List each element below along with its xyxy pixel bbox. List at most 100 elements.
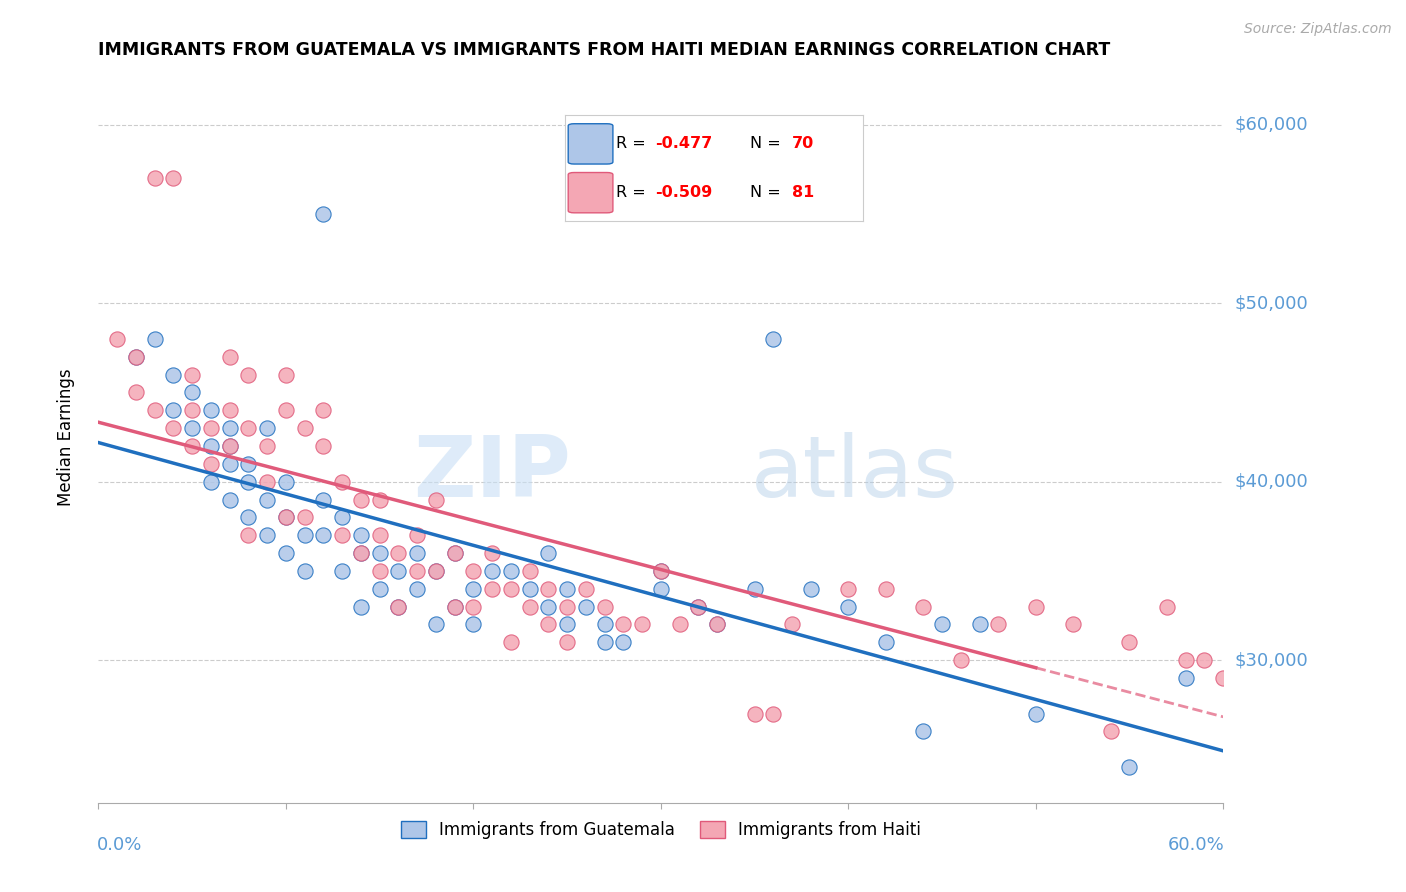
Point [481, 546, 503, 560]
Point [387, 599, 409, 614]
Point [1250, 635, 1272, 649]
Point [387, 564, 409, 578]
Point [162, 171, 184, 186]
Point [125, 350, 148, 364]
Point [800, 582, 823, 596]
Point [294, 528, 316, 542]
Point [238, 528, 260, 542]
Point [481, 564, 503, 578]
Point [425, 564, 447, 578]
Point [105, 332, 128, 346]
Point [425, 617, 447, 632]
Point [125, 385, 148, 400]
Point [181, 385, 204, 400]
Point [762, 332, 785, 346]
Point [200, 475, 222, 489]
Point [312, 403, 335, 417]
Point [256, 492, 278, 507]
Point [162, 368, 184, 382]
Point [218, 439, 240, 453]
Point [368, 564, 391, 578]
Point [949, 653, 972, 667]
Point [519, 564, 541, 578]
Point [181, 403, 204, 417]
Point [181, 421, 204, 435]
Point [443, 599, 465, 614]
Point [650, 564, 672, 578]
Y-axis label: Median Earnings: Median Earnings [56, 368, 75, 506]
Point [238, 368, 260, 382]
Point [181, 368, 204, 382]
Point [312, 207, 335, 221]
Point [218, 403, 240, 417]
Point [688, 599, 710, 614]
Point [875, 582, 897, 596]
Point [744, 582, 766, 596]
Point [256, 421, 278, 435]
Point [1025, 599, 1047, 614]
Point [1212, 671, 1234, 685]
Point [612, 635, 634, 649]
Point [555, 599, 578, 614]
Point [1194, 653, 1216, 667]
Text: $50,000: $50,000 [1234, 294, 1308, 312]
Point [519, 599, 541, 614]
Point [931, 617, 953, 632]
Point [181, 439, 204, 453]
Point [650, 582, 672, 596]
Point [631, 617, 654, 632]
Text: $40,000: $40,000 [1234, 473, 1308, 491]
Point [1156, 599, 1178, 614]
Point [499, 635, 522, 649]
Point [1118, 760, 1140, 774]
Text: $60,000: $60,000 [1234, 116, 1308, 134]
Point [1062, 617, 1084, 632]
Point [218, 492, 240, 507]
Point [350, 546, 373, 560]
Point [706, 617, 728, 632]
Point [274, 510, 297, 524]
Point [706, 617, 728, 632]
Point [294, 421, 316, 435]
Point [330, 564, 353, 578]
Point [200, 403, 222, 417]
Point [125, 350, 148, 364]
Point [350, 599, 373, 614]
Point [593, 617, 616, 632]
Point [200, 421, 222, 435]
Point [162, 421, 184, 435]
Point [593, 599, 616, 614]
Point [987, 617, 1010, 632]
Point [238, 421, 260, 435]
Point [256, 439, 278, 453]
Point [668, 617, 690, 632]
Point [1230, 617, 1253, 632]
Point [537, 599, 560, 614]
Point [368, 492, 391, 507]
Text: Source: ZipAtlas.com: Source: ZipAtlas.com [1244, 22, 1392, 37]
Point [238, 457, 260, 471]
Point [274, 510, 297, 524]
Point [368, 546, 391, 560]
Point [200, 439, 222, 453]
Point [387, 546, 409, 560]
Point [312, 439, 335, 453]
Point [162, 403, 184, 417]
Point [537, 546, 560, 560]
Text: 0.0%: 0.0% [97, 836, 142, 854]
Point [612, 617, 634, 632]
Text: atlas: atlas [751, 432, 959, 516]
Point [387, 599, 409, 614]
Point [274, 546, 297, 560]
Point [406, 582, 429, 596]
Point [350, 546, 373, 560]
Point [481, 582, 503, 596]
Point [330, 510, 353, 524]
Point [762, 706, 785, 721]
Point [555, 635, 578, 649]
Point [575, 599, 598, 614]
Point [274, 475, 297, 489]
Point [650, 564, 672, 578]
Point [368, 582, 391, 596]
Point [499, 582, 522, 596]
